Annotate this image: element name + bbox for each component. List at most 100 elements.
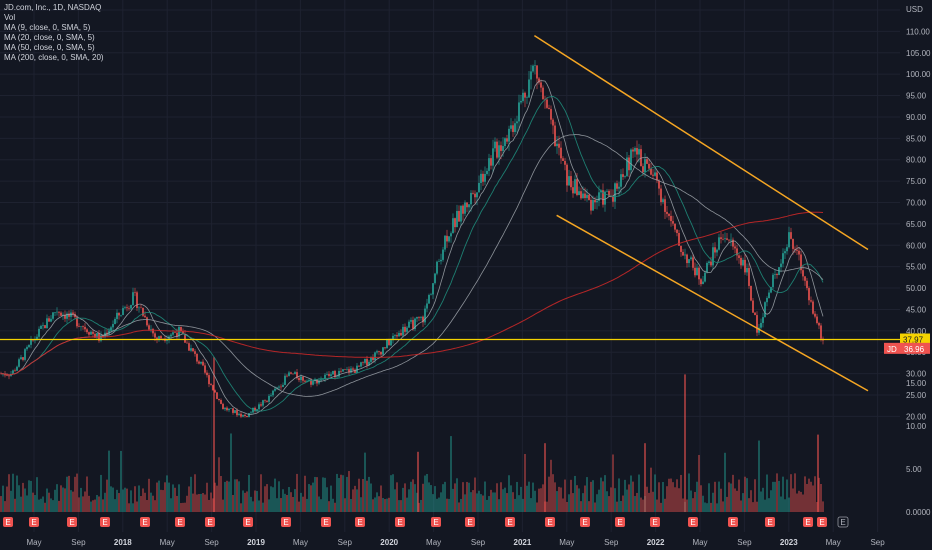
- volume-bar: [92, 500, 94, 512]
- earnings-badge: [465, 517, 475, 527]
- volume-bar: [114, 499, 116, 512]
- volume-bar: [302, 496, 304, 512]
- candle-body: [798, 250, 800, 255]
- volume-bar: [716, 503, 718, 512]
- volume-bar: [160, 489, 162, 512]
- candle-body: [472, 192, 474, 194]
- volume-bar: [296, 473, 298, 512]
- candle-body: [440, 259, 442, 262]
- volume-bar: [20, 496, 22, 512]
- candle-body: [84, 326, 86, 330]
- legend-volume[interactable]: Vol: [4, 13, 16, 22]
- candle-body: [26, 347, 28, 350]
- volume-bar: [600, 477, 602, 512]
- volume-bar: [286, 494, 288, 512]
- legend-ma-200[interactable]: MA (200, close, 0, SMA, 20): [4, 53, 104, 62]
- legend-ma-9[interactable]: MA (9, close, 0, SMA, 5): [4, 23, 91, 32]
- candle-body: [372, 357, 374, 361]
- candle-body: [242, 414, 244, 417]
- candle-body: [370, 357, 372, 362]
- candle-body: [172, 332, 174, 335]
- candle-body: [240, 413, 242, 417]
- price-tick-label: 65.00: [906, 220, 927, 229]
- volume-bar: [720, 488, 722, 512]
- symbol-title[interactable]: JD.com, Inc., 1D, NASDAQ: [4, 3, 102, 12]
- candle-body: [226, 407, 228, 411]
- earnings-letter: E: [5, 518, 10, 527]
- volume-bar: [414, 484, 416, 512]
- volume-bar: [442, 484, 444, 512]
- candle-body: [296, 372, 298, 379]
- volume-bar: [252, 501, 254, 512]
- volume-bar: [488, 496, 490, 512]
- candle-body: [404, 326, 406, 332]
- earnings-badge: [140, 517, 150, 527]
- volume-bar: [22, 482, 24, 512]
- volume-bar: [714, 481, 716, 512]
- candle-body: [476, 192, 478, 198]
- volume-bar: [462, 482, 464, 512]
- volume-bar: [548, 476, 550, 512]
- earnings-marker: E: [355, 517, 365, 527]
- volume-bar: [276, 498, 278, 512]
- candle-body: [114, 318, 116, 325]
- candle-body: [606, 190, 608, 192]
- volume-bar: [32, 492, 34, 512]
- candle-body: [338, 370, 340, 377]
- earnings-letter: E: [730, 518, 735, 527]
- candle-body: [24, 349, 26, 360]
- volume-bar: [516, 481, 518, 512]
- candle-body: [22, 357, 24, 360]
- currency-label: USD: [906, 5, 923, 14]
- time-axis-bg: [0, 532, 932, 550]
- volume-bar: [300, 492, 302, 512]
- volume-tick-label: 0.0000: [906, 508, 931, 517]
- legend-ma-50[interactable]: MA (50, close, 0, SMA, 5): [4, 43, 95, 52]
- volume-bar: [266, 484, 268, 512]
- earnings-marker: E: [281, 517, 291, 527]
- candle-body: [764, 302, 766, 318]
- volume-bar: [248, 474, 250, 512]
- volume-bar: [60, 485, 62, 512]
- candle-body: [354, 369, 356, 373]
- volume-bar: [822, 501, 824, 512]
- candle-body: [368, 361, 370, 366]
- legend-ma-20[interactable]: MA (20, close, 0, SMA, 5): [4, 33, 95, 42]
- candle-body: [670, 215, 672, 222]
- earnings-badge: [205, 517, 215, 527]
- volume-bar: [2, 485, 4, 512]
- candle-body: [54, 312, 56, 313]
- time-axis[interactable]: May Sep 2018 May Sep 2019 May Sep 2020 May Sep 2021…: [0, 532, 932, 550]
- volume-bar: [758, 440, 760, 512]
- volume-bar: [212, 498, 214, 512]
- volume-bar: [142, 488, 144, 512]
- volume-bar: [466, 481, 468, 512]
- volume-bar: [394, 489, 396, 512]
- volume-bar: [150, 492, 152, 512]
- price-axis[interactable]: USD 110.00 105.00 100.00 95.00 90.00 85.00 80.0…: [900, 0, 932, 550]
- candle-body: [150, 328, 152, 330]
- earnings-marker: E: [67, 517, 77, 527]
- volume-bar: [686, 499, 688, 512]
- volume-bar: [682, 498, 684, 512]
- candle-body: [402, 326, 404, 336]
- candle-body: [470, 192, 472, 205]
- volume-bar: [170, 498, 172, 512]
- candle-body: [500, 145, 502, 151]
- earnings-badge: [67, 517, 77, 527]
- volume-bar: [566, 501, 568, 512]
- volume-bar: [576, 485, 578, 512]
- candle-body: [780, 263, 782, 268]
- candle-body: [752, 300, 754, 313]
- volume-spike: [544, 443, 546, 512]
- earnings-marker: E: [395, 517, 405, 527]
- candle-body: [174, 332, 176, 333]
- candle-body: [376, 351, 378, 353]
- candle-body: [298, 378, 300, 381]
- candle-body: [724, 238, 726, 240]
- candle-body: [388, 339, 390, 346]
- candle-body: [52, 312, 54, 319]
- volume-bar: [176, 495, 178, 512]
